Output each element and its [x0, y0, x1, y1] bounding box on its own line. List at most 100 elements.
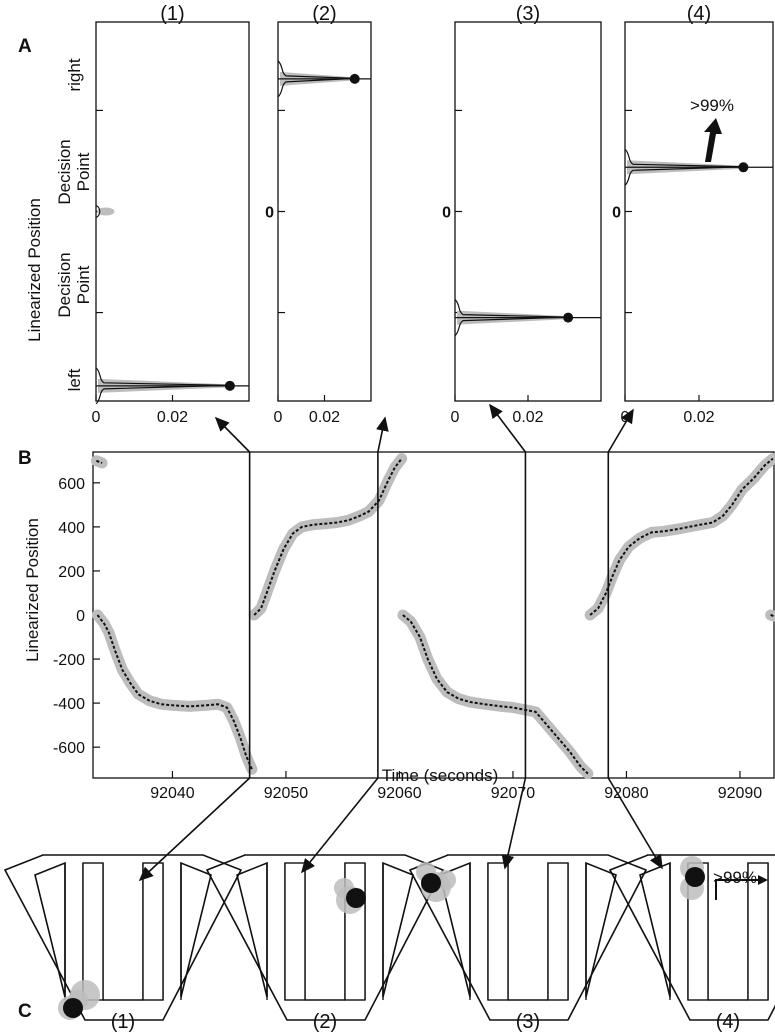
track-right-arm	[142, 862, 164, 1001]
panel-a-subplot: (4)00 0.02>99%	[612, 3, 774, 426]
panel-b-position-trace	[770, 614, 775, 618]
panel-a-xtick-label: 0	[274, 409, 283, 426]
panel-b-xtick-label: 92080	[604, 785, 649, 802]
panel-b-xtick-label: 92070	[491, 785, 536, 802]
track-right-arm	[547, 862, 569, 1001]
position-uncertainty-blob	[436, 870, 456, 890]
panel-c-track: (2)	[205, 854, 445, 1033]
connector-arrow-down	[607, 777, 663, 870]
decoded-position-dot	[685, 867, 705, 887]
connector-arrow-up	[607, 408, 634, 453]
panel-b-data	[90, 453, 775, 780]
decoded-position-dot	[421, 873, 441, 893]
panel-a-subplot-title: (1)	[160, 3, 184, 25]
panel-c-track: (1)	[3, 854, 243, 1033]
panel-b-uncertainty-band	[584, 453, 775, 621]
panel-b-xlabel: Time (seconds)	[382, 766, 499, 785]
track-left-inner	[639, 861, 671, 998]
panel-a-peak-point	[349, 73, 360, 84]
panel-b-position-trace	[402, 614, 589, 775]
panel-a-subplots: (1)0 0.02(2)00 0.02(3)00 0.02(4)00 0.02>99%	[92, 3, 774, 426]
panel-a-ytick-label-zero: 0	[612, 205, 621, 222]
connector-arrow-up	[489, 403, 527, 453]
panel-a-subplot: (1) 0 0.02	[92, 3, 250, 426]
panel-a-subplot-frame	[624, 21, 774, 402]
panel-b-xtick-label: 92050	[264, 785, 309, 802]
panel-b-time-markers	[248, 452, 610, 778]
track-outer-outline	[608, 854, 775, 1021]
connector-arrow-down	[501, 777, 527, 870]
decoded-position-dot	[346, 888, 366, 908]
track-left-arm	[284, 862, 306, 1001]
panel-a-ytick-label: right	[65, 58, 84, 91]
connector-arrows	[138, 403, 663, 882]
panel-a-subplot-title: (2)	[312, 3, 336, 25]
panel-a-xtick-label: 0.02	[512, 409, 543, 426]
panel-c-track: (4) >99%	[608, 854, 775, 1033]
panel-a-xtick-label: 0	[451, 409, 460, 426]
panel-a-subplot: (3) 0 0 0.02	[442, 3, 602, 426]
panel-a-annotation: >99%	[690, 96, 734, 115]
track-outer-outline	[3, 854, 243, 1021]
panel-a-secondary-bump	[97, 207, 115, 216]
panel-b-uncertainty-band	[248, 453, 408, 621]
panel-c-subplot-title: (2)	[313, 1011, 337, 1033]
panel-b-ytick-label: -600	[53, 740, 85, 757]
panel-a-subplot-frame	[454, 21, 602, 402]
panel-letter-b: B	[18, 448, 32, 469]
panel-a-peak-point	[563, 312, 574, 323]
track-right-arm	[747, 862, 769, 1001]
panel-a: Linearized Position right DecisionPoint De…	[25, 3, 774, 426]
panel-b-uncertainty-band	[397, 609, 594, 780]
panel-b-xtick-label: 92060	[377, 785, 422, 802]
connector-arrow-down	[138, 777, 251, 882]
track-outer-outline	[408, 854, 648, 1021]
panel-a-ytick-label-zero: 0	[442, 205, 451, 222]
panel-a-secondary-curve	[95, 204, 101, 219]
panel-c: (1) (2) (3) (4) >99%	[3, 854, 775, 1033]
track-left-inner	[34, 861, 66, 998]
panel-b-ytick-label: 200	[58, 564, 85, 581]
panel-b-ytick-label: 400	[58, 520, 85, 537]
panel-a-ytick-label: DecisionPoint	[55, 252, 93, 317]
panel-b-ytick-label: -200	[53, 652, 85, 669]
panel-b: Linearized Position Time (seconds) 600 40…	[23, 451, 775, 802]
panel-c-subplot-title: (4)	[716, 1011, 740, 1033]
panel-b-ylabel: Linearized Position	[23, 518, 42, 662]
track-left-arm	[487, 862, 509, 1001]
panel-letter-c: C	[18, 1001, 32, 1022]
panel-a-subplot: (2) 0 0 0.02	[265, 3, 372, 426]
panel-c-subplot-title: (3)	[516, 1011, 540, 1033]
panel-b-xtick-label: 92040	[150, 785, 195, 802]
panel-b-ytick-label: 0	[76, 608, 85, 625]
panel-c-annotation: >99%	[713, 868, 757, 887]
panel-c-subplot-title: (1)	[111, 1011, 135, 1033]
track-left-inner	[236, 861, 268, 998]
track-outer-outline	[205, 854, 445, 1021]
connector-arrow-down	[300, 777, 379, 874]
panel-letter-a: A	[18, 36, 32, 57]
panel-a-peak-point	[738, 162, 749, 173]
track-right-inner	[382, 861, 414, 998]
panel-a-ytick-label: left	[65, 368, 84, 391]
panel-a-xtick-label: 0.02	[683, 409, 714, 426]
panel-b-frame	[92, 451, 775, 779]
panel-b-position-trace	[589, 457, 774, 616]
panel-a-ytick-label: DecisionPoint	[55, 139, 93, 204]
panel-a-peak-point	[224, 380, 235, 391]
panel-a-ylabel: Linearized Position	[25, 198, 44, 342]
panel-b-ytick-label: 600	[58, 476, 85, 493]
panel-a-xtick-label: 0.02	[157, 409, 188, 426]
connector-arrow-up	[214, 416, 251, 453]
panel-a-subplot-frame	[95, 21, 250, 402]
panel-b-xtick-label: 92090	[718, 785, 763, 802]
panel-b-position-trace	[96, 459, 103, 464]
panel-a-ytick-labels: right DecisionPoint DecisionPoint left	[55, 58, 93, 391]
panel-a-up-arrow	[704, 118, 722, 162]
track-right-inner	[180, 861, 212, 998]
panel-c-arrowhead	[758, 875, 768, 885]
track-right-inner	[585, 861, 617, 998]
panel-a-ytick-label-zero: 0	[265, 205, 274, 222]
panel-b-position-trace	[96, 614, 253, 770]
